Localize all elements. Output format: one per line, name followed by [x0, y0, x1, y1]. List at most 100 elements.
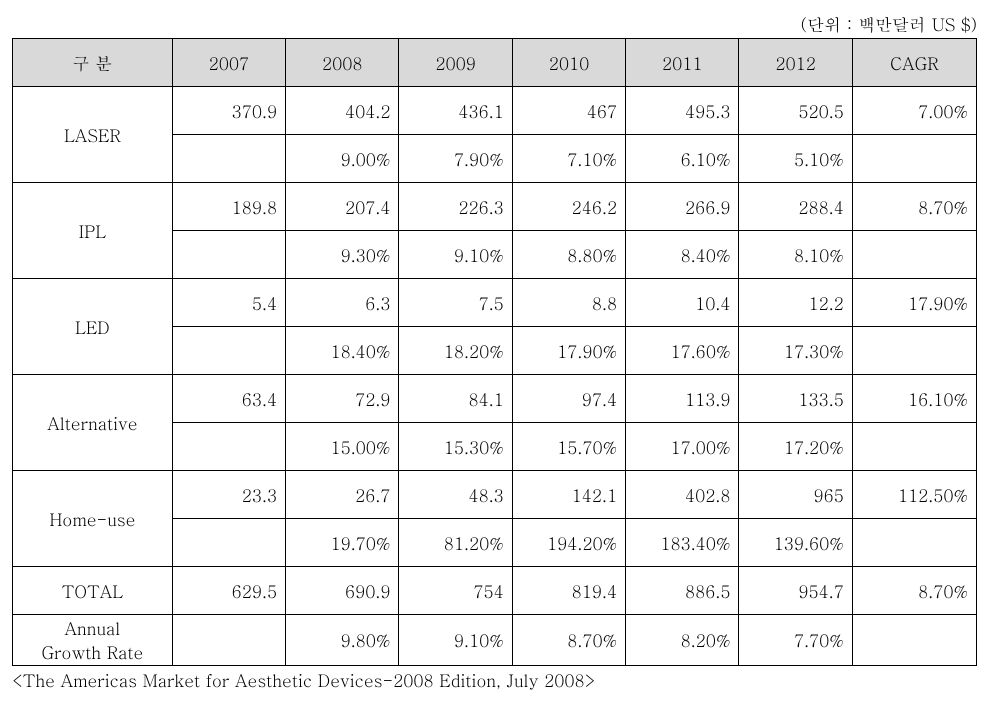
cagr-cell: 17.90% [852, 279, 976, 327]
row-label: Alternative [13, 375, 173, 471]
growth-cell: 81.20% [399, 519, 512, 567]
value-cell: 965 [739, 471, 852, 519]
growth-cell: 17.30% [739, 327, 852, 375]
growth-cell: 8.20% [626, 615, 739, 666]
empty-cell [172, 423, 285, 471]
value-cell: 954.7 [739, 567, 852, 615]
growth-cell: 9.10% [399, 231, 512, 279]
value-cell: 370.9 [172, 87, 285, 135]
growth-cell: 15.00% [286, 423, 399, 471]
growth-cell: 9.30% [286, 231, 399, 279]
empty-cell [852, 327, 976, 375]
growth-cell: 9.80% [286, 615, 399, 666]
value-cell: 402.8 [626, 471, 739, 519]
value-cell: 12.2 [739, 279, 852, 327]
col-header-2008: 2008 [286, 39, 399, 87]
value-cell: 142.1 [512, 471, 625, 519]
value-cell: 72.9 [286, 375, 399, 423]
growth-cell: 7.70% [739, 615, 852, 666]
growth-cell: 8.70% [512, 615, 625, 666]
growth-cell: 9.10% [399, 615, 512, 666]
empty-cell [172, 615, 285, 666]
value-cell: 63.4 [172, 375, 285, 423]
value-cell: 6.3 [286, 279, 399, 327]
growth-cell: 17.00% [626, 423, 739, 471]
value-cell: 467 [512, 87, 625, 135]
value-cell: 97.4 [512, 375, 625, 423]
value-cell: 189.8 [172, 183, 285, 231]
col-header-2007: 2007 [172, 39, 285, 87]
col-header-label: 구 분 [13, 39, 173, 87]
growth-cell: 18.20% [399, 327, 512, 375]
col-header-2009: 2009 [399, 39, 512, 87]
growth-cell: 6.10% [626, 135, 739, 183]
value-cell: 207.4 [286, 183, 399, 231]
value-cell: 84.1 [399, 375, 512, 423]
table-row: LED5.46.37.58.810.412.217.90% [13, 279, 977, 327]
col-header-cagr: CAGR [852, 39, 976, 87]
growth-cell: 18.40% [286, 327, 399, 375]
table-header-row: 구 분 2007 2008 2009 2010 2011 2012 CAGR [13, 39, 977, 87]
value-cell: 226.3 [399, 183, 512, 231]
growth-cell: 7.10% [512, 135, 625, 183]
cagr-cell: 7.00% [852, 87, 976, 135]
value-cell: 133.5 [739, 375, 852, 423]
empty-cell [852, 615, 976, 666]
growth-cell: 8.40% [626, 231, 739, 279]
cagr-cell: 112.50% [852, 471, 976, 519]
value-cell: 26.7 [286, 471, 399, 519]
value-cell: 5.4 [172, 279, 285, 327]
growth-cell: 5.10% [739, 135, 852, 183]
empty-cell [852, 135, 976, 183]
value-cell: 520.5 [739, 87, 852, 135]
table-row: Alternative63.472.984.197.4113.9133.516.… [13, 375, 977, 423]
col-header-2011: 2011 [626, 39, 739, 87]
empty-cell [172, 327, 285, 375]
value-cell: 886.5 [626, 567, 739, 615]
value-cell: 436.1 [399, 87, 512, 135]
value-cell: 8.8 [512, 279, 625, 327]
row-label: IPL [13, 183, 173, 279]
growth-cell: 8.10% [739, 231, 852, 279]
cagr-cell: 16.10% [852, 375, 976, 423]
col-header-2012: 2012 [739, 39, 852, 87]
growth-cell: 17.20% [739, 423, 852, 471]
value-cell: 404.2 [286, 87, 399, 135]
table-row: Home-use23.326.748.3142.1402.8965112.50% [13, 471, 977, 519]
cagr-cell: 8.70% [852, 183, 976, 231]
growth-cell: 8.80% [512, 231, 625, 279]
value-cell: 629.5 [172, 567, 285, 615]
value-cell: 266.9 [626, 183, 739, 231]
empty-cell [172, 135, 285, 183]
empty-cell [852, 423, 976, 471]
empty-cell [852, 231, 976, 279]
col-header-2010: 2010 [512, 39, 625, 87]
growth-cell: 15.70% [512, 423, 625, 471]
unit-label: (단위 : 백만달러 US $) [12, 12, 977, 36]
row-label: LASER [13, 87, 173, 183]
empty-cell [172, 231, 285, 279]
row-label: LED [13, 279, 173, 375]
empty-cell [172, 519, 285, 567]
growth-cell: 183.40% [626, 519, 739, 567]
row-label: TOTAL [13, 567, 173, 615]
value-cell: 48.3 [399, 471, 512, 519]
value-cell: 495.3 [626, 87, 739, 135]
growth-cell: 7.90% [399, 135, 512, 183]
source-label: <The Americas Market for Aesthetic Devic… [12, 668, 977, 692]
data-table: 구 분 2007 2008 2009 2010 2011 2012 CAGR L… [12, 38, 977, 666]
growth-cell: 17.90% [512, 327, 625, 375]
cagr-cell: 8.70% [852, 567, 976, 615]
value-cell: 246.2 [512, 183, 625, 231]
value-cell: 7.5 [399, 279, 512, 327]
row-label: Annual Growth Rate [13, 615, 173, 666]
growth-cell: 15.30% [399, 423, 512, 471]
table-row-total: TOTAL629.5690.9754819.4886.5954.78.70% [13, 567, 977, 615]
value-cell: 10.4 [626, 279, 739, 327]
table-row: LASER370.9404.2436.1467495.3520.57.00% [13, 87, 977, 135]
table-body: LASER370.9404.2436.1467495.3520.57.00% 9.… [13, 87, 977, 666]
growth-cell: 19.70% [286, 519, 399, 567]
value-cell: 288.4 [739, 183, 852, 231]
value-cell: 23.3 [172, 471, 285, 519]
growth-cell: 139.60% [739, 519, 852, 567]
